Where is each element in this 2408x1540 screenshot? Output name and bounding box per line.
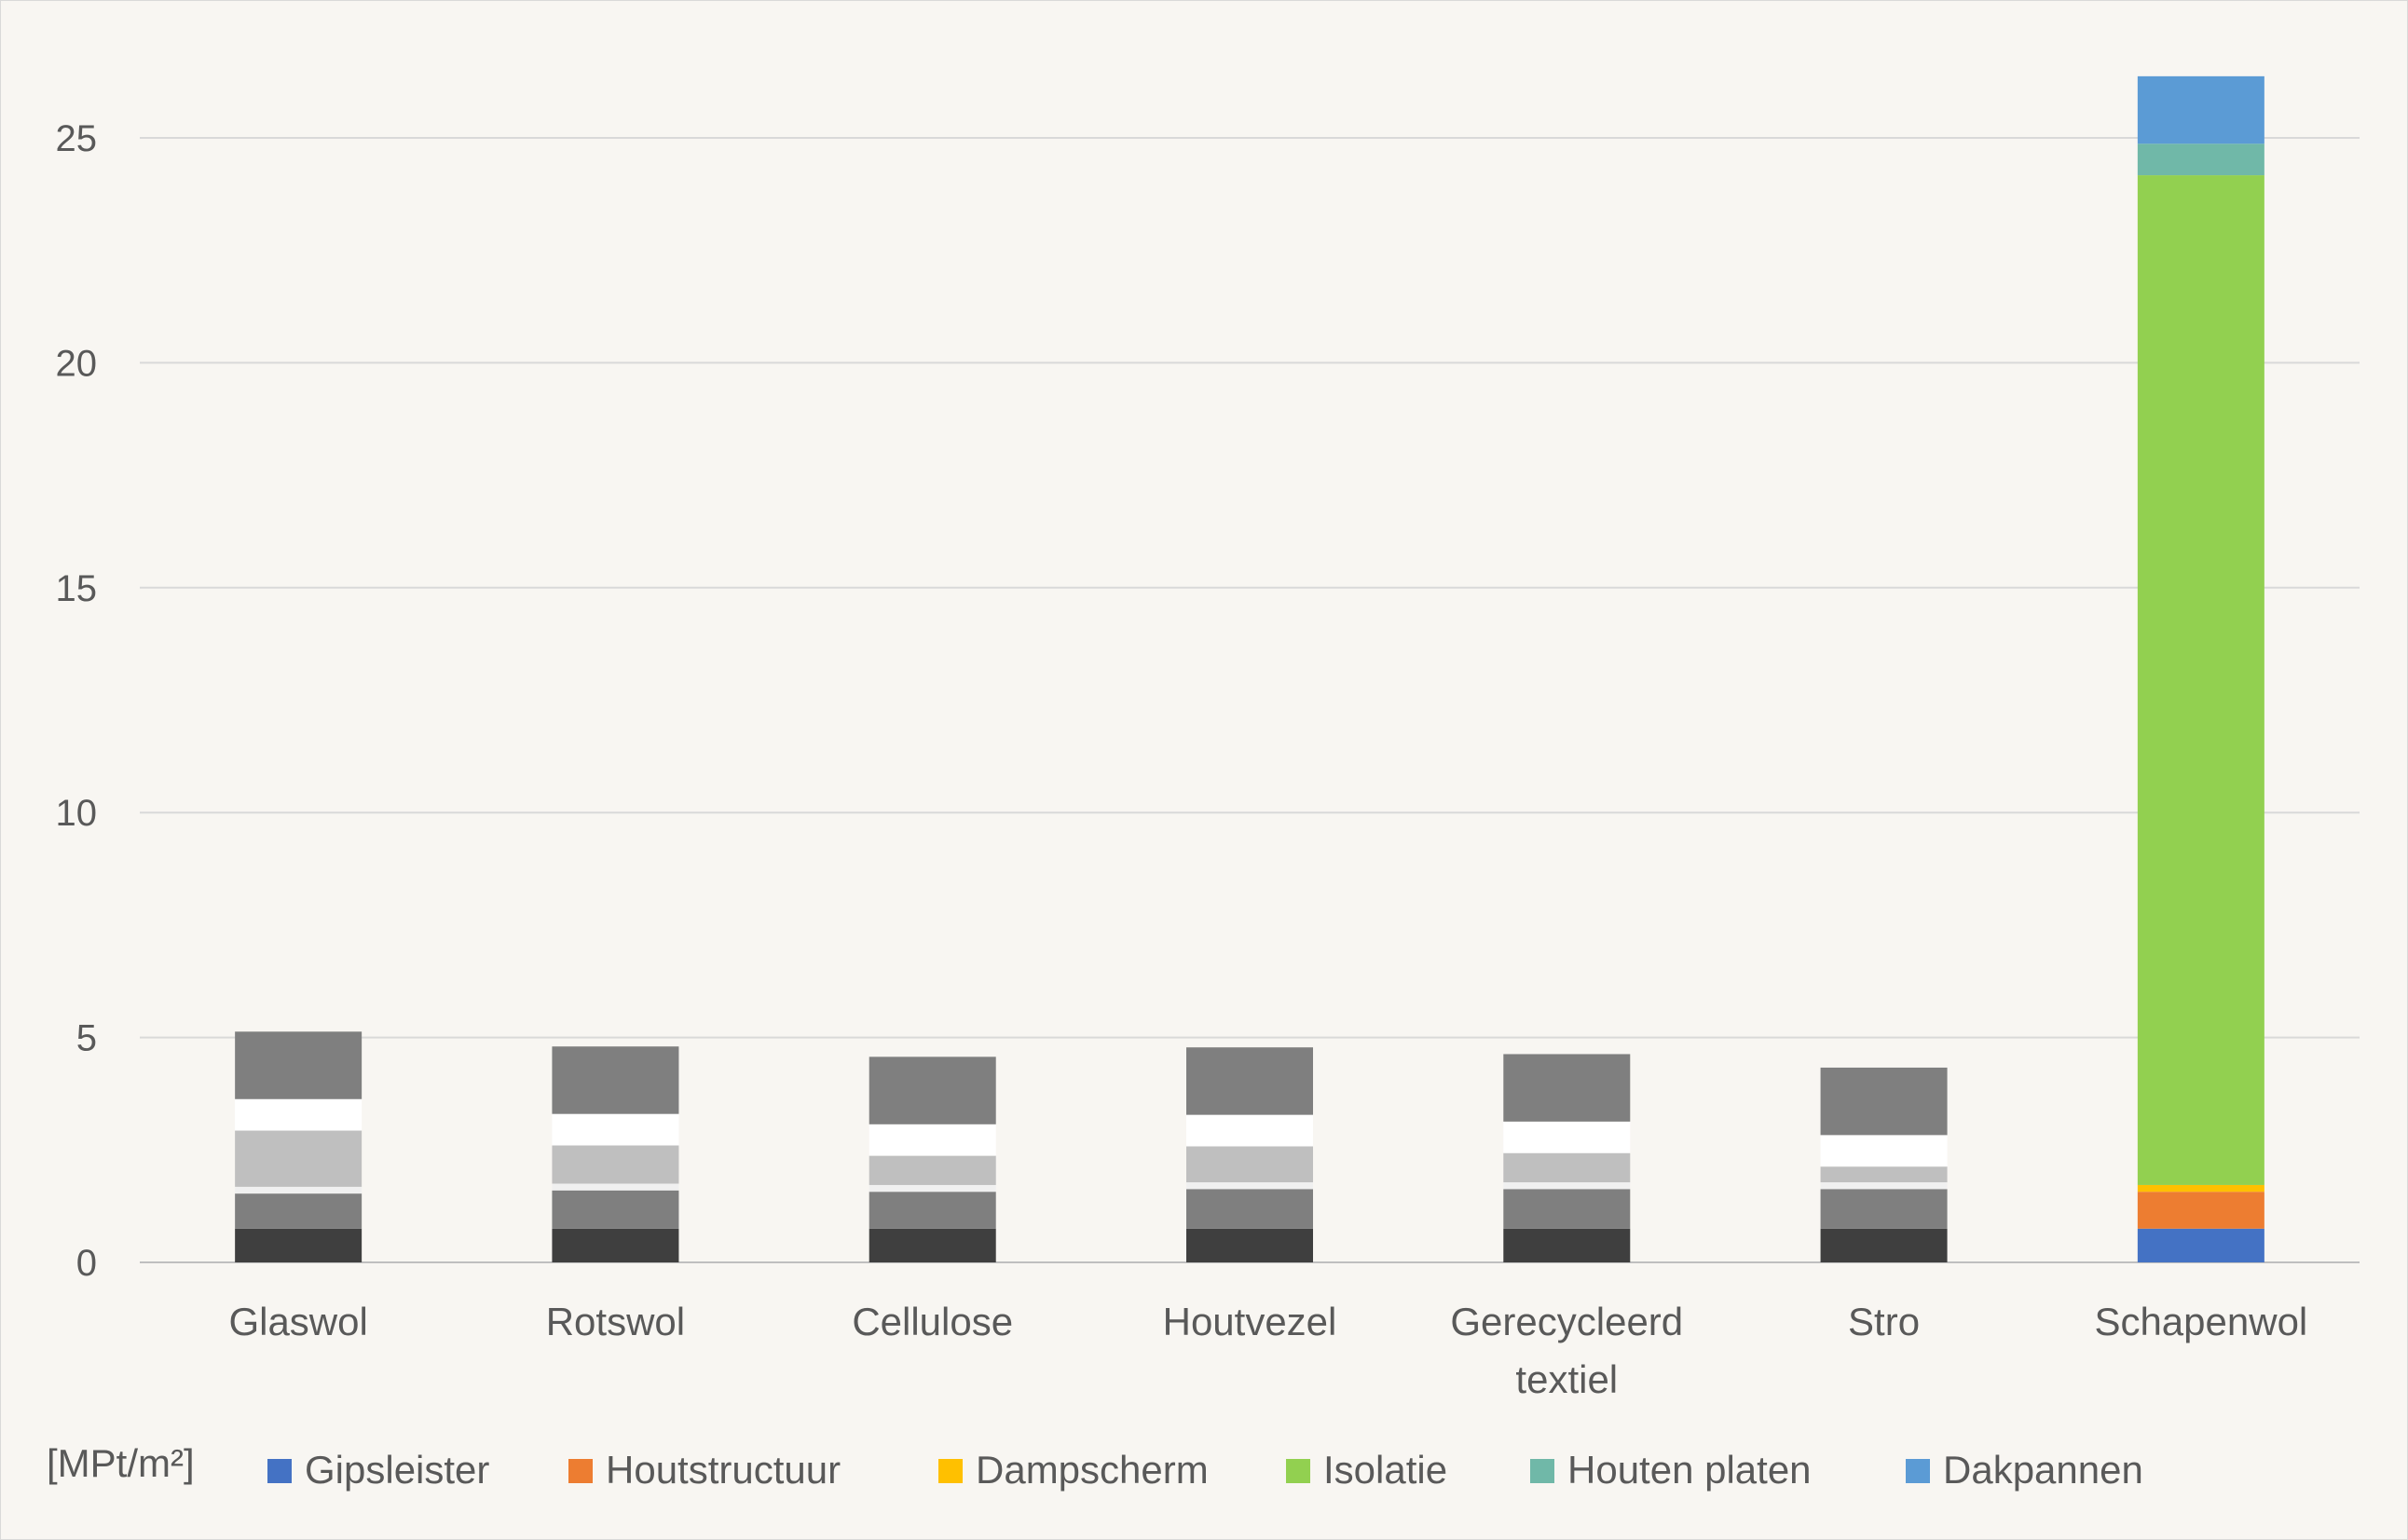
y-tick-label: 15 [56,568,98,609]
bar-segment [552,1145,679,1184]
bars [235,75,2264,1262]
legend-label: Dakpannen [1943,1448,2143,1492]
bar-segment [552,1046,679,1114]
legend-swatch [1286,1459,1310,1483]
bar-segment [2137,1192,2264,1229]
x-tick-label: Houtvezel [1163,1300,1337,1343]
bar-segment [1820,1228,1948,1262]
x-tick-label: Gerecycleerd [1450,1300,1683,1343]
legend-swatch [267,1459,292,1483]
legend-label: Houten platen [1567,1448,1812,1492]
bar-segment [1820,1189,1948,1229]
y-tick-label: 10 [56,793,98,834]
x-tick-label: Stro [1848,1300,1920,1343]
bar-segment [1820,1135,1948,1167]
bar-segment [552,1190,679,1229]
bar-segment [1186,1228,1313,1262]
bar-segment [2137,1184,2264,1192]
bar-segment [235,1228,363,1262]
legend-swatch [1906,1459,1930,1483]
unit-label: [MPt/m²] [47,1441,195,1485]
y-tick-label: 20 [56,343,98,384]
bar-segment [235,1186,363,1194]
bar-segment [2137,175,2264,1185]
y-tick-label: 0 [76,1243,97,1284]
y-axis: 0 5 10 15 20 25 [56,118,98,1284]
bar-segment [869,1056,996,1124]
bar-segment [1820,1166,1948,1183]
bar-segment [1186,1146,1313,1183]
x-tick-label: Schapenwol [2094,1300,2307,1343]
x-tick-label: Cellulose [852,1300,1013,1343]
bar-segment [2137,1228,2264,1262]
y-tick-label: 5 [76,1018,97,1059]
bar-segment [235,1031,363,1099]
bar-segment [869,1124,996,1156]
x-tick-label: textiel [1515,1357,1618,1401]
bar-segment [1503,1054,1631,1122]
bar-segment [1503,1189,1631,1229]
x-tick-label: Glaswol [228,1300,367,1343]
bar-segment [1503,1228,1631,1262]
legend-label: Houtstructuur [606,1448,841,1492]
legend-label: Dampscherm [976,1448,1209,1492]
legend-label: Isolatie [1323,1448,1447,1492]
bar-segment [1820,1182,1948,1190]
x-tick-label: Rotswol [546,1300,685,1343]
bar-segment [869,1155,996,1185]
bar-segment [1503,1121,1631,1153]
bar-segment [1186,1189,1313,1229]
legend: [MPt/m²] Gipsleister Houtstructuur Dampsch… [47,1441,2143,1492]
bar-segment [235,1098,363,1131]
bar-segment [2137,143,2264,176]
bar-segment [1503,1152,1631,1183]
x-axis: Glaswol Rotswol Cellulose Houtvezel Gerecycl… [228,1300,2307,1401]
legend-swatch [1530,1459,1554,1483]
bar-segment [2137,75,2264,144]
bar-segment [1186,1182,1313,1190]
y-tick-label: 25 [56,118,98,159]
bar-segment [552,1228,679,1262]
bar-segment [1186,1114,1313,1147]
bar-segment [1820,1067,1948,1136]
bar-segment [869,1192,996,1229]
bar-segment [235,1130,363,1187]
bar-segment [869,1184,996,1192]
legend-swatch [938,1459,963,1483]
bar-segment [869,1228,996,1262]
gridlines [140,137,2360,1263]
bar-segment [1503,1182,1631,1190]
legend-swatch [568,1459,593,1483]
bar-segment [235,1193,363,1229]
bar-segment [552,1183,679,1191]
legend-label: Gipsleister [305,1448,489,1492]
bar-segment [1186,1047,1313,1115]
bar-segment [552,1113,679,1146]
